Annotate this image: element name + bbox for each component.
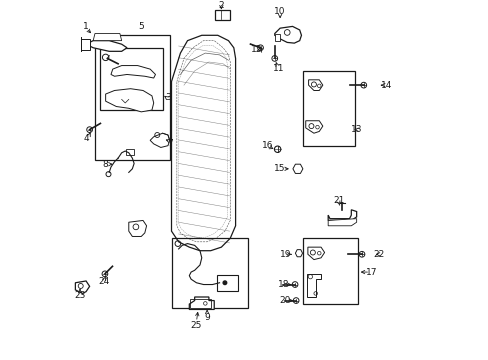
Text: 20: 20 [279, 296, 290, 305]
Polygon shape [327, 210, 356, 220]
Polygon shape [93, 33, 122, 41]
Polygon shape [308, 80, 322, 90]
Text: 8: 8 [102, 160, 108, 169]
Circle shape [223, 281, 226, 284]
Polygon shape [292, 164, 302, 174]
Text: 11: 11 [272, 64, 284, 73]
Polygon shape [306, 274, 321, 297]
Polygon shape [327, 219, 356, 226]
Text: 15: 15 [274, 164, 285, 173]
Text: 18: 18 [277, 280, 289, 289]
Text: 12: 12 [251, 45, 262, 54]
Polygon shape [75, 281, 89, 293]
Polygon shape [105, 89, 153, 112]
Text: 25: 25 [190, 321, 202, 330]
Text: 16: 16 [262, 141, 273, 150]
Polygon shape [295, 249, 302, 257]
Text: 23: 23 [74, 291, 85, 300]
Text: 9: 9 [204, 313, 209, 322]
Polygon shape [150, 133, 169, 148]
Text: 14: 14 [380, 81, 391, 90]
Text: 2: 2 [218, 1, 224, 10]
Polygon shape [305, 121, 322, 133]
Text: 10: 10 [274, 6, 285, 15]
Text: 13: 13 [350, 125, 362, 134]
Polygon shape [274, 33, 280, 41]
Polygon shape [81, 39, 89, 50]
Polygon shape [111, 66, 155, 78]
Text: 1: 1 [83, 22, 89, 31]
Polygon shape [128, 220, 146, 237]
Polygon shape [307, 247, 324, 260]
Polygon shape [189, 297, 214, 310]
Text: 21: 21 [332, 196, 344, 205]
Text: 24: 24 [98, 277, 109, 286]
Text: 4: 4 [83, 134, 89, 143]
Text: 3: 3 [165, 93, 170, 102]
Text: 17: 17 [365, 267, 377, 276]
Text: 19: 19 [279, 250, 290, 259]
Text: 22: 22 [373, 250, 384, 259]
Text: 5: 5 [138, 22, 144, 31]
Polygon shape [86, 41, 127, 51]
Polygon shape [274, 26, 301, 43]
Text: 7: 7 [166, 139, 172, 148]
